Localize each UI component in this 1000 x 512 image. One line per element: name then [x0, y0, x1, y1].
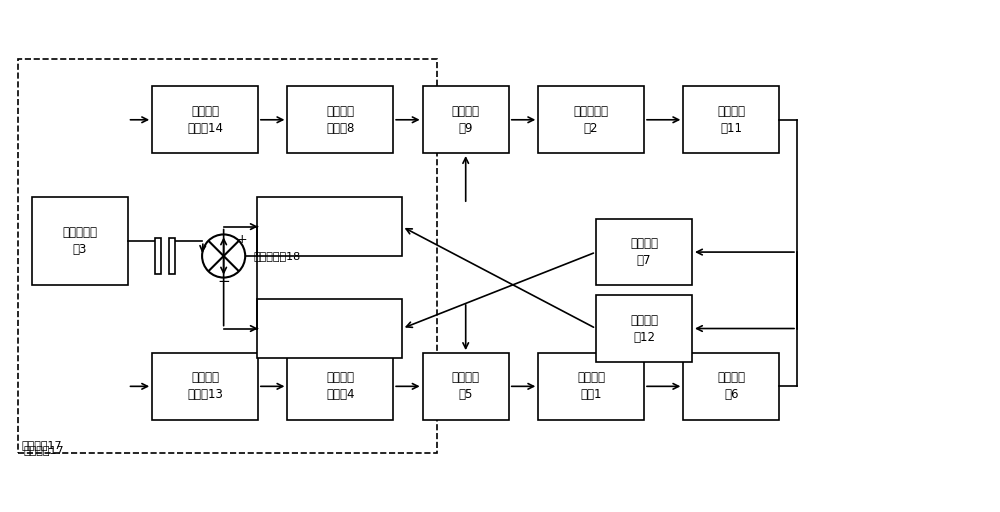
Circle shape [202, 234, 245, 278]
Text: 比较控制器18: 比较控制器18 [253, 251, 300, 261]
Text: 第一编码
器7: 第一编码 器7 [630, 237, 658, 267]
Text: 第一数模
转换器13: 第一数模 转换器13 [187, 371, 223, 401]
Text: 控制单元17: 控制单元17 [22, 440, 62, 450]
Text: 第二比例
放大器8: 第二比例 放大器8 [326, 105, 354, 135]
Bar [538, 353, 644, 420]
Bar [18, 59, 437, 453]
Bar [152, 87, 258, 153]
Bar [32, 197, 128, 285]
Bar [683, 353, 779, 420]
Text: 第二编码
器12: 第二编码 器12 [630, 313, 658, 344]
Text: 第二数模
转换器14: 第二数模 转换器14 [187, 105, 223, 135]
Bar [423, 87, 509, 153]
Bar [596, 219, 692, 285]
Bar [257, 299, 402, 358]
Bar [683, 87, 779, 153]
Text: 第一比例
阀5: 第一比例 阀5 [452, 371, 480, 401]
Bar [538, 87, 644, 153]
Text: +: + [237, 233, 247, 246]
Text: 第一比例
放大器4: 第一比例 放大器4 [326, 371, 355, 401]
Text: 第一液压
马达1: 第一液压 马达1 [577, 371, 605, 401]
Bar [155, 239, 161, 273]
Text: −: − [217, 274, 230, 289]
Bar [152, 353, 258, 420]
Text: 第二液压马
达2: 第二液压马 达2 [574, 105, 609, 135]
Text: 第二减速
机11: 第二减速 机11 [717, 105, 745, 135]
Bar [596, 295, 692, 362]
Text: 第一减速
机6: 第一减速 机6 [717, 371, 745, 401]
Bar [169, 239, 175, 273]
Bar [287, 87, 393, 153]
Bar [287, 353, 393, 420]
Bar [257, 197, 402, 256]
Text: 可编程控制
器3: 可编程控制 器3 [62, 226, 97, 257]
Bar [423, 353, 509, 420]
Text: 第二比例
阀9: 第二比例 阀9 [452, 105, 480, 135]
Text: 控制单元17: 控制单元17 [24, 445, 64, 455]
